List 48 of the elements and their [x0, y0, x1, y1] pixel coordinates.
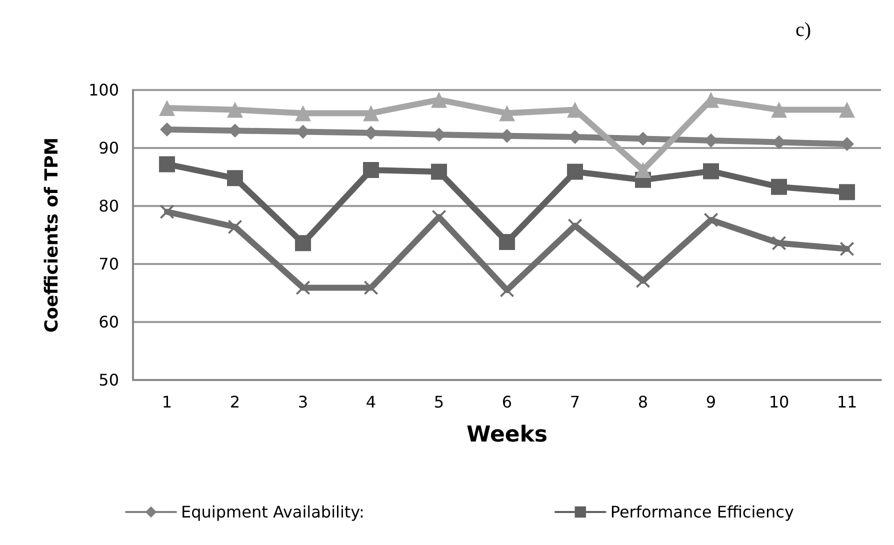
x-tick-label: 8 — [638, 392, 648, 412]
x-axis-title: Weeks — [466, 422, 548, 448]
y-tick-label: 50 — [98, 370, 119, 390]
point — [295, 105, 311, 122]
legend-label: Equipment Availability: — [181, 502, 364, 522]
x-tick-label: 6 — [502, 392, 512, 412]
point — [771, 178, 787, 195]
point — [159, 156, 175, 172]
point — [363, 105, 379, 122]
x-tick-label: 10 — [768, 392, 790, 412]
point — [296, 280, 310, 295]
y-tick-label: 70 — [98, 254, 119, 274]
point — [295, 235, 311, 252]
point — [499, 234, 515, 250]
legend-label: Performance Efficiency — [610, 502, 794, 522]
x-tick-label: 5 — [434, 392, 444, 412]
point — [431, 92, 447, 108]
point — [839, 102, 855, 118]
point — [704, 212, 718, 227]
point — [431, 164, 447, 180]
y-tick-label: 100 — [88, 80, 119, 100]
y-axis-title: Coefficients of TPM — [42, 137, 62, 333]
point — [840, 242, 854, 256]
point — [635, 162, 651, 178]
x-tick-label: 1 — [162, 392, 172, 412]
x-tick-label: 2 — [230, 392, 240, 412]
point — [839, 184, 855, 200]
point — [771, 102, 787, 118]
point — [228, 220, 242, 234]
x-tick-label: 3 — [298, 392, 308, 412]
point — [160, 204, 174, 219]
point — [499, 105, 515, 122]
point — [227, 102, 243, 118]
x-tick-label: 4 — [366, 392, 376, 412]
point — [703, 163, 719, 180]
x-tick-label: 11 — [836, 392, 858, 412]
point — [363, 162, 379, 178]
point — [227, 170, 243, 186]
x-tick-label: 9 — [706, 392, 716, 412]
point — [364, 280, 378, 295]
y-tick-label: 60 — [98, 312, 119, 332]
point — [567, 164, 583, 180]
point — [159, 100, 175, 116]
y-tick-label: 90 — [98, 138, 119, 158]
point — [772, 236, 786, 250]
x-tick-label: 7 — [570, 392, 580, 412]
y-tick-label: 80 — [98, 196, 119, 216]
text: c) — [795, 19, 812, 41]
